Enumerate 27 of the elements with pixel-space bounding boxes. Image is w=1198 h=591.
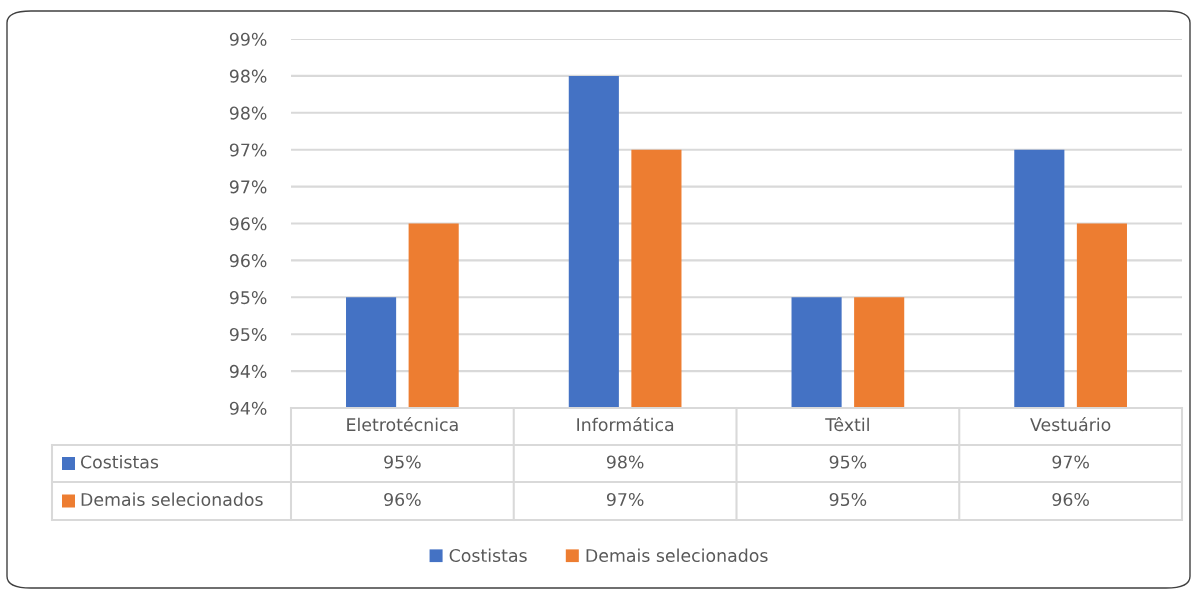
x-tick-label: Informática (577, 417, 674, 432)
data-label: 97% (606, 492, 644, 507)
data-label: 97% (1052, 455, 1089, 469)
y-tick-label: 97% (229, 180, 267, 194)
y-tick-label: 98% (229, 69, 267, 83)
y-tick-label: 95% (229, 327, 267, 342)
data-label: 96% (1052, 492, 1089, 507)
x-tick-label: Têxtil (825, 417, 869, 432)
y-tick-label: 94% (229, 401, 267, 415)
x-tick-label: Vestuário (1030, 417, 1111, 432)
x-tick-label: Eletrotécnica (347, 417, 458, 432)
data-label: 95% (384, 455, 421, 469)
y-tick-label: 96% (229, 217, 267, 231)
data-label: 95% (829, 455, 867, 469)
legend-label: Costistas (449, 548, 527, 563)
y-tick-label: 96% (229, 254, 267, 268)
data-label: 96% (384, 492, 421, 507)
legend-label: Demais selecionados (586, 548, 768, 563)
data-label: 95% (829, 492, 867, 507)
text: Demais selecionados (81, 492, 263, 507)
y-tick-label: 94% (229, 364, 267, 378)
y-tick-label: 97% (229, 143, 267, 157)
text: Costistas (80, 455, 159, 469)
y-tick-label: 98% (229, 106, 267, 120)
y-tick-label: 99% (229, 32, 267, 46)
y-tick-label: 95% (229, 291, 267, 305)
data-label: 98% (606, 455, 644, 469)
